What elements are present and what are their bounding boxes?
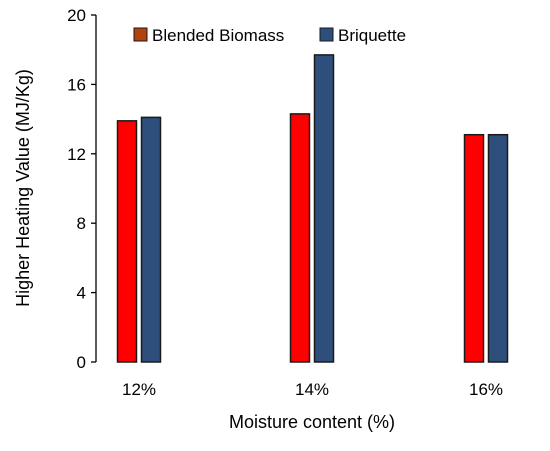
- legend-swatch-briquette: [319, 27, 334, 42]
- bar-briquette-0: [140, 116, 162, 363]
- bar-blended-biomass-0: [116, 120, 138, 363]
- y-axis-label: Higher Heating Value (MJ/Kg): [13, 69, 33, 307]
- bar-blended-biomass-1: [289, 113, 311, 363]
- bar-briquette-1: [313, 54, 335, 363]
- x-tick-label: 16%: [469, 380, 503, 399]
- x-axis-label: Moisture content (%): [229, 412, 395, 432]
- bar-blended-biomass-2: [463, 133, 485, 363]
- legend-swatch-blended-biomass: [133, 27, 148, 42]
- legend-label-blended-biomass: Blended Biomass: [152, 26, 284, 45]
- y-tick-label: 12: [67, 145, 86, 164]
- x-tick-label: 12%: [122, 380, 156, 399]
- y-tick-labels: 0 4 8 12 16 20: [67, 6, 96, 372]
- y-tick-label: 0: [77, 353, 86, 372]
- legend: Blended Biomass Briquette: [133, 26, 406, 45]
- y-tick-label: 4: [77, 284, 86, 303]
- legend-label-briquette: Briquette: [338, 26, 406, 45]
- y-tick-label: 20: [67, 6, 86, 25]
- x-tick-label: 14%: [295, 380, 329, 399]
- bars-layer: [116, 54, 509, 363]
- x-tick-labels: 12% 14% 16%: [122, 380, 503, 399]
- bar-briquette-2: [487, 133, 509, 363]
- y-tick-label: 16: [67, 75, 86, 94]
- y-tick-label: 8: [77, 214, 86, 233]
